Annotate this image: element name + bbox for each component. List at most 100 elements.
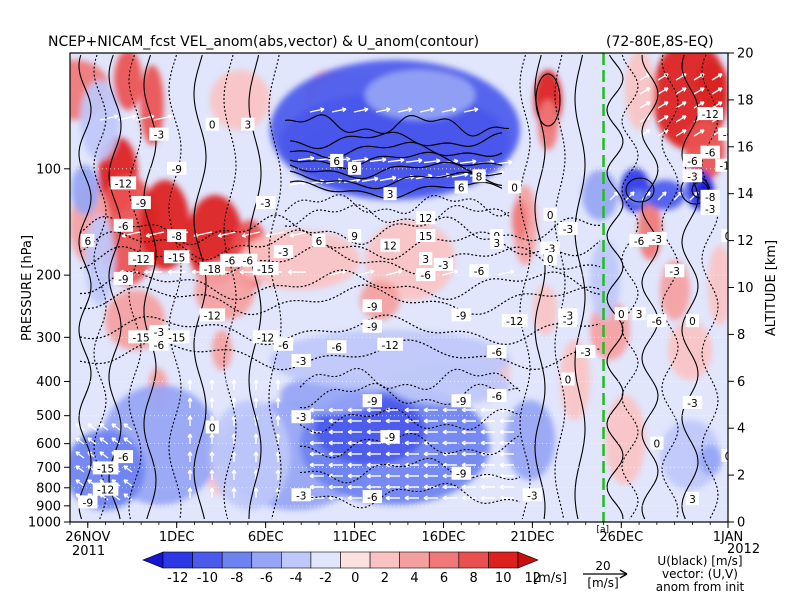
- contour-label: -9: [451, 394, 471, 408]
- altitude-tick-label: 20: [737, 47, 754, 62]
- wind-vector: [331, 107, 347, 113]
- svg-text:-12: -12: [257, 332, 274, 344]
- u-contour: [300, 432, 521, 459]
- wind-vector: [387, 157, 405, 163]
- svg-text:-6: -6: [367, 492, 378, 504]
- svg-text:0: 0: [654, 439, 661, 451]
- wind-vector: [366, 418, 381, 424]
- svg-text:-6: -6: [652, 316, 663, 328]
- wind-vector: [167, 269, 186, 275]
- svg-text:-18: -18: [204, 264, 221, 276]
- wind-vector: [397, 107, 413, 113]
- wind-vector: [187, 415, 193, 426]
- contour-label: -3: [682, 169, 703, 183]
- svg-text:0: 0: [547, 254, 554, 266]
- u-contours: [78, 54, 719, 520]
- svg-text:-3: -3: [527, 490, 537, 502]
- wind-vector: [657, 191, 667, 201]
- pressure-tick-label: 400: [36, 375, 61, 390]
- svg-text:-8: -8: [705, 192, 715, 204]
- wind-vector: [423, 407, 438, 413]
- wind-vector: [495, 159, 513, 165]
- plot-area: -30 3-9-12-9 -3-6-86-12 -15 -6 -6-18 -15-9-12-…: [70, 53, 736, 522]
- wind-vector: [375, 107, 391, 113]
- colorbar-swatch: [251, 551, 282, 569]
- wind-vector: [209, 433, 215, 444]
- anomaly-patch: [114, 53, 142, 110]
- wind-vector: [499, 440, 514, 446]
- altitude-tick-label: 4: [737, 422, 745, 437]
- svg-text:0: 0: [618, 309, 625, 321]
- u-contour: [661, 54, 679, 520]
- svg-text:0: 0: [209, 120, 216, 132]
- wind-vector: [347, 429, 362, 435]
- wind-vector: [289, 231, 309, 238]
- anomaly-patch: [590, 240, 620, 320]
- contour-label: -3: [291, 353, 311, 368]
- svg-text:-3: -3: [154, 327, 164, 339]
- wind-vector: [187, 487, 193, 498]
- wind-vector: [75, 479, 85, 487]
- altitude-tick-label: 14: [737, 187, 754, 202]
- pressure-tick-label: 600: [36, 437, 61, 452]
- u-contour: [621, 54, 639, 520]
- svg-text:6: 6: [316, 236, 323, 248]
- wind-vector: [639, 129, 651, 137]
- colorbar-min-arrow: [142, 551, 164, 569]
- contour-label: -3: [433, 257, 454, 272]
- contour-label: -9: [131, 196, 151, 210]
- contour-label: -6: [629, 233, 649, 248]
- wind-vector: [385, 484, 400, 490]
- svg-text:-12: -12: [382, 340, 399, 352]
- anomaly-patch: [625, 53, 655, 130]
- contour-label: -9: [78, 495, 98, 509]
- svg-text:3: 3: [689, 494, 696, 506]
- vector-key: 20 [m/s]: [583, 559, 628, 590]
- svg-text:-15: -15: [719, 161, 736, 173]
- wind-vector: [75, 437, 85, 445]
- svg-text:-3: -3: [545, 243, 555, 255]
- svg-text:-3: -3: [260, 198, 270, 210]
- colorbar-tick-label: 12: [525, 571, 542, 586]
- wind-vector: [347, 451, 362, 457]
- wind-vector: [328, 407, 343, 413]
- wind-vector: [461, 407, 476, 413]
- wind-vector: [153, 114, 173, 121]
- contour-label: -12: [501, 314, 528, 328]
- contour-label: -12: [252, 330, 279, 344]
- wind-vector: [253, 397, 259, 408]
- colorbar-swatch: [221, 551, 253, 569]
- wind-vector: [309, 107, 325, 113]
- svg-text:-9: -9: [118, 274, 128, 286]
- u-contour: [289, 151, 503, 170]
- wind-vector: [419, 107, 435, 113]
- contour-label: -15: [163, 250, 190, 264]
- wind-vector: [231, 469, 237, 480]
- wind-vector: [287, 269, 306, 275]
- wind-vector: [253, 451, 259, 462]
- svg-text:-9: -9: [456, 310, 466, 322]
- anomaly-patch: [365, 70, 475, 120]
- wind-vector: [231, 487, 237, 498]
- u-contour: [289, 161, 503, 180]
- contour-label: -12: [92, 482, 119, 497]
- u-contour: [79, 339, 601, 371]
- altitude-tick-label: 0: [737, 516, 745, 531]
- wind-vector: [231, 451, 237, 462]
- wind-vector: [209, 397, 215, 408]
- pressure-axis-label: PRESSURE [hPa]: [20, 235, 35, 341]
- u-contour: [606, 54, 624, 520]
- wind-vector: [711, 87, 723, 95]
- wind-vector: [404, 407, 419, 413]
- contour-label: -15: [163, 330, 190, 344]
- contour-label: 9: [347, 161, 362, 176]
- svg-text:-3: -3: [438, 260, 448, 272]
- wind-vector: [328, 451, 343, 457]
- u-contour: [284, 194, 510, 217]
- contour-label: -8: [700, 189, 720, 204]
- anomaly-patch: [85, 215, 115, 305]
- svg-text:-6: -6: [118, 452, 129, 464]
- svg-text:-6: -6: [492, 347, 503, 359]
- u-contour: [93, 54, 107, 520]
- wind-vector: [379, 175, 397, 182]
